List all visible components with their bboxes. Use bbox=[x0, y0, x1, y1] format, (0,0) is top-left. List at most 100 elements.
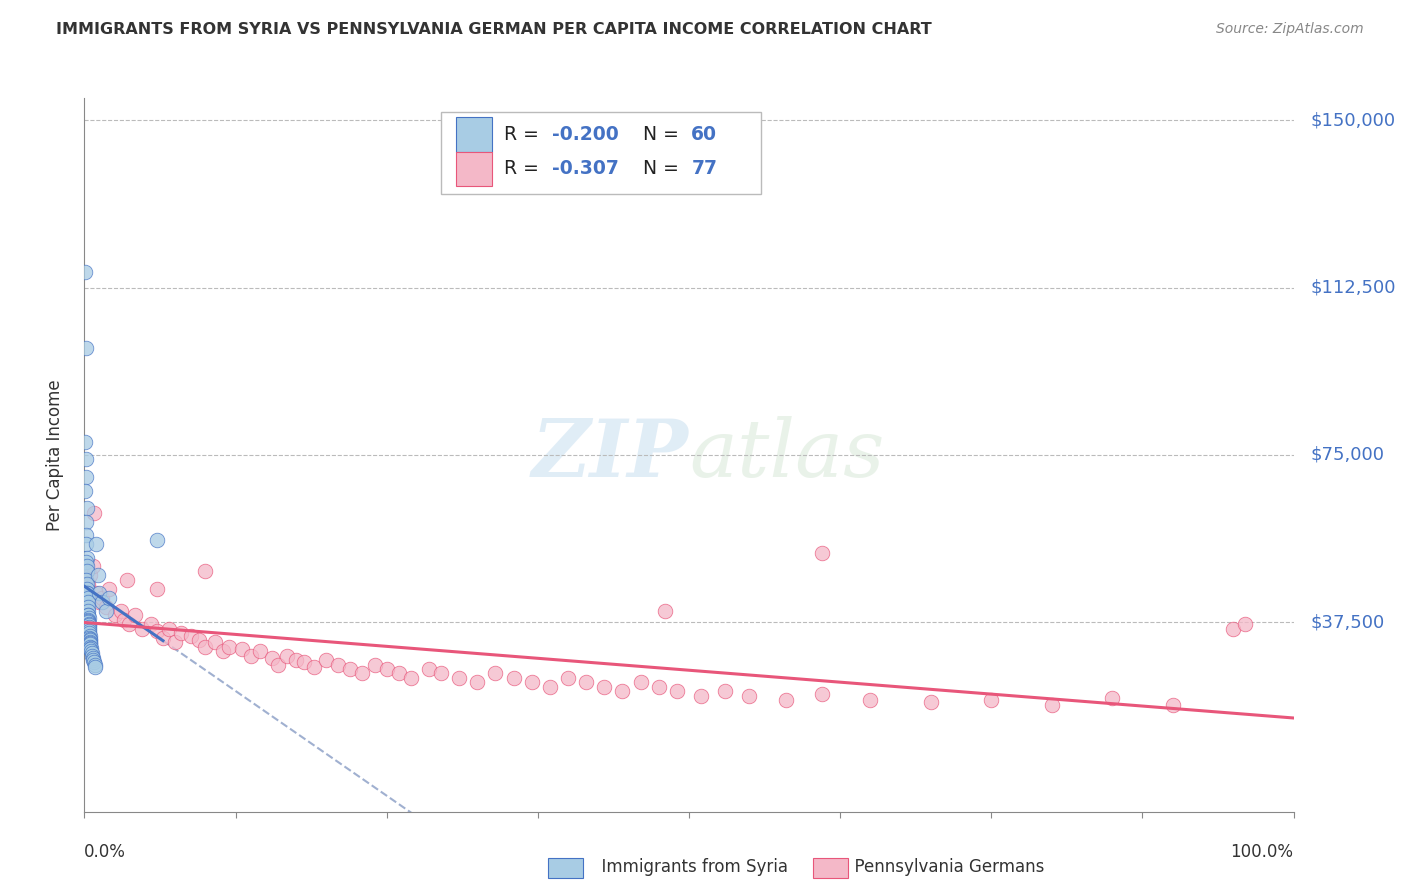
Point bbox=[249, 644, 271, 658]
Point bbox=[82, 653, 104, 667]
Point bbox=[79, 637, 101, 651]
Point bbox=[75, 515, 97, 529]
Text: $112,500: $112,500 bbox=[1310, 278, 1396, 297]
Point bbox=[218, 640, 240, 654]
Point bbox=[418, 662, 440, 676]
Point bbox=[77, 577, 100, 591]
Point bbox=[665, 684, 688, 698]
Point bbox=[83, 657, 105, 672]
Point bbox=[77, 608, 100, 623]
Point bbox=[76, 559, 98, 574]
Point bbox=[467, 675, 489, 690]
Text: $150,000: $150,000 bbox=[1310, 112, 1396, 129]
Point bbox=[180, 628, 202, 642]
Point bbox=[79, 633, 101, 648]
Point bbox=[124, 608, 146, 623]
Point bbox=[94, 604, 117, 618]
Point bbox=[79, 628, 101, 642]
Point bbox=[328, 657, 350, 672]
Point bbox=[94, 599, 117, 614]
Point bbox=[157, 622, 180, 636]
Point bbox=[84, 660, 107, 674]
Point bbox=[75, 483, 97, 498]
Point bbox=[449, 671, 471, 685]
Point bbox=[194, 640, 217, 654]
Text: atlas: atlas bbox=[689, 417, 884, 493]
Point bbox=[76, 608, 98, 623]
Point bbox=[97, 591, 120, 605]
Text: R =: R = bbox=[503, 125, 544, 144]
Point bbox=[430, 666, 453, 681]
Text: 60: 60 bbox=[692, 125, 717, 144]
Point bbox=[260, 651, 283, 665]
Text: 0.0%: 0.0% bbox=[84, 843, 127, 861]
Point bbox=[538, 680, 561, 694]
Point bbox=[77, 619, 100, 633]
Point bbox=[77, 610, 100, 624]
Point bbox=[76, 564, 98, 578]
Point bbox=[79, 635, 101, 649]
Point bbox=[146, 624, 169, 639]
Point bbox=[557, 671, 579, 685]
Point bbox=[115, 573, 138, 587]
Point bbox=[91, 595, 114, 609]
Point bbox=[75, 528, 97, 542]
Point bbox=[1101, 690, 1123, 705]
Text: 77: 77 bbox=[692, 160, 717, 178]
Point bbox=[77, 618, 100, 632]
Point bbox=[375, 662, 398, 676]
Text: $75,000: $75,000 bbox=[1310, 446, 1385, 464]
Y-axis label: Per Capita Income: Per Capita Income bbox=[45, 379, 63, 531]
Point bbox=[82, 648, 104, 663]
Point bbox=[77, 614, 100, 628]
Point bbox=[76, 604, 98, 618]
Point bbox=[630, 675, 652, 690]
Point bbox=[75, 537, 97, 551]
Point bbox=[612, 684, 634, 698]
Point bbox=[77, 613, 100, 627]
Point bbox=[152, 631, 174, 645]
Point bbox=[146, 582, 169, 596]
Text: N =: N = bbox=[643, 125, 685, 144]
Point bbox=[76, 591, 98, 605]
Text: -0.200: -0.200 bbox=[553, 125, 619, 144]
Point bbox=[920, 696, 942, 710]
Point bbox=[339, 662, 361, 676]
Point bbox=[811, 546, 834, 560]
Point bbox=[240, 648, 263, 663]
Text: R =: R = bbox=[503, 160, 544, 178]
Text: -0.307: -0.307 bbox=[553, 160, 619, 178]
Point bbox=[80, 646, 103, 660]
Point bbox=[82, 559, 104, 574]
Bar bbox=[456, 118, 492, 152]
Point bbox=[79, 642, 101, 657]
Text: $37,500: $37,500 bbox=[1310, 613, 1385, 632]
Point bbox=[170, 626, 193, 640]
Point bbox=[76, 586, 98, 600]
Point bbox=[75, 555, 97, 569]
Point bbox=[91, 591, 114, 605]
Text: 100.0%: 100.0% bbox=[1230, 843, 1294, 861]
Point bbox=[110, 604, 132, 618]
Point bbox=[352, 666, 374, 681]
Text: Pennsylvania Germans: Pennsylvania Germans bbox=[844, 858, 1045, 876]
Point bbox=[76, 550, 98, 565]
Point bbox=[690, 689, 713, 703]
Point bbox=[79, 640, 101, 654]
Point bbox=[139, 617, 162, 632]
Point bbox=[83, 655, 105, 669]
Point bbox=[83, 506, 105, 520]
Bar bbox=[456, 152, 492, 186]
Point bbox=[212, 644, 235, 658]
Point bbox=[294, 655, 316, 669]
Point bbox=[163, 635, 186, 649]
Point bbox=[76, 501, 98, 516]
Text: ZIP: ZIP bbox=[531, 417, 689, 493]
Point bbox=[775, 693, 797, 707]
Point bbox=[75, 265, 97, 279]
Point bbox=[194, 564, 217, 578]
Point bbox=[859, 693, 882, 707]
Point bbox=[75, 341, 97, 355]
Point bbox=[79, 636, 101, 650]
Point bbox=[520, 675, 543, 690]
